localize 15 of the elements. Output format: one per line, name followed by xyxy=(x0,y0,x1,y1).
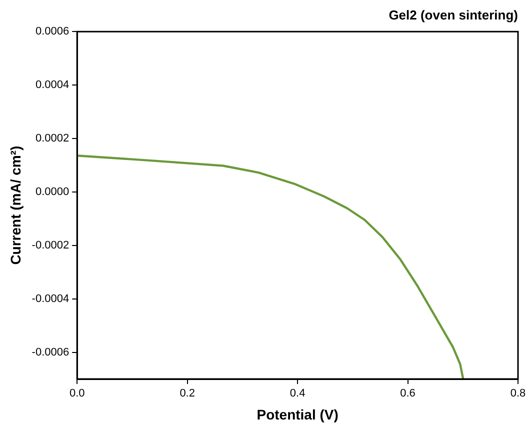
x-axis-title: Potential (V) xyxy=(256,406,338,422)
x-tick-label: 0.2 xyxy=(180,388,195,400)
y-tick-label: -0.0004 xyxy=(32,292,70,305)
y-tick-label: -0.0002 xyxy=(32,239,70,252)
y-tick-label: 0.0004 xyxy=(35,79,70,92)
y-axis-title: Current (mA/ cm²) xyxy=(7,146,24,265)
x-tick-label: 0.6 xyxy=(400,388,416,400)
chart-title: Gel2 (oven sintering) xyxy=(388,7,518,22)
x-tick-label: 0.4 xyxy=(290,388,306,400)
y-tick-label: 0.0002 xyxy=(35,132,70,145)
y-tick-label: 0.0000 xyxy=(35,186,70,198)
x-tick-label: 0.0 xyxy=(69,388,85,400)
y-tick-label: 0.0006 xyxy=(35,26,70,38)
x-tick-label: 0.8 xyxy=(510,388,526,400)
y-tick-label: -0.0006 xyxy=(32,346,70,358)
